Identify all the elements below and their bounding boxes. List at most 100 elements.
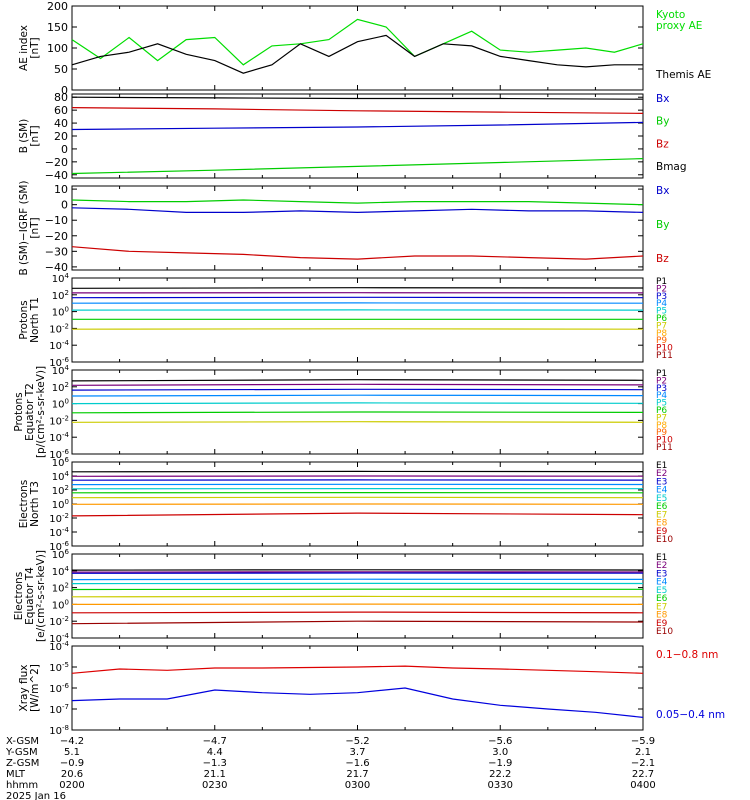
y-tick-label: 10-2 (49, 322, 69, 335)
legend-entry: E1 (656, 553, 667, 563)
legend-entry: P10 (656, 436, 673, 446)
legend-entry: P5 (656, 307, 667, 317)
x-axis-value: −5.2 (345, 736, 369, 747)
x-axis-value: −2.1 (631, 758, 655, 769)
y-tick-label: 10-8 (49, 724, 69, 737)
x-axis-value: −1.9 (488, 758, 512, 769)
x-axis-value: 21.7 (346, 769, 368, 780)
y-tick-label: 106 (52, 548, 70, 561)
panel-frame (71, 93, 644, 179)
x-axis-value: 0230 (202, 780, 227, 791)
y-axis-label: [e/(cm²-s-sr-keV)] (35, 550, 47, 642)
panel-5: 10-6 10-4 10-2 100 102 104 Protons Equator T2 [p… (13, 364, 673, 461)
series-line-Themis-AE (71, 34, 643, 74)
legend-entry: Kyoto (656, 9, 685, 21)
legend-entry: E3 (656, 569, 667, 579)
x-axis-value: −1.3 (203, 758, 227, 769)
y-tick-label: 10-4 (49, 632, 69, 645)
y-axis-label: Electrons (13, 572, 25, 621)
y-tick-label: 50 (54, 63, 68, 76)
legend-entry: E3 (656, 477, 667, 487)
y-tick-label: 150 (47, 21, 68, 34)
y-tick-label: 104 (52, 565, 70, 578)
series-line-By (71, 158, 644, 175)
legend-entry: E2 (656, 469, 667, 479)
x-axis-row-label: MLT (6, 769, 26, 780)
legend-entry: E6 (656, 502, 668, 512)
series-line-P5 (71, 402, 644, 405)
y-axis-label: [nT] (29, 217, 41, 238)
y-tick-label: 10-4 (49, 526, 69, 539)
x-axis-value: 0400 (630, 780, 655, 791)
y-tick-label: 10-6 (49, 356, 69, 369)
series-line-Bmag (71, 96, 644, 100)
series-line-E9 (71, 512, 644, 517)
panel-8: 10-8 10-7 10-6 10-5 10-4 Xray flux [W/m^2] 0.1−… (18, 640, 725, 737)
x-axis-value: 0200 (59, 780, 84, 791)
y-axis-label: [p/(cm²-s-sr-keV)] (35, 366, 47, 458)
series-line-P3 (71, 388, 644, 391)
legend-entry: proxy AE (656, 20, 702, 32)
panel-4: 10-6 10-4 10-2 100 102 104 Protons North T1 P1P2… (18, 272, 673, 369)
legend-entry: Bx (656, 93, 669, 105)
legend-entry: P1 (656, 277, 667, 287)
legend-entry: Bz (656, 253, 669, 265)
y-axis-label: AE index (18, 25, 30, 71)
y-tick-label: 200 (47, 0, 68, 13)
series-line-Bz (71, 107, 644, 114)
x-axis-table: X-GSM −4.2 −4.7 −5.2 −5.6 −5.9 Y-GSM 5.1 4.4 3.7 3… (5, 736, 656, 800)
legend-entry: E8 (656, 611, 668, 621)
y-tick-label: 102 (52, 381, 69, 394)
y-tick-label: 10-7 (49, 703, 69, 716)
panel-3: −40 −30 −20 −10 0 10 B (SM)−IGRF (SM) [nT] Bx By B… (18, 180, 669, 275)
panel-frame (71, 277, 644, 363)
x-axis-row-label: hhmm (6, 780, 38, 791)
y-tick-label: 10-4 (49, 640, 69, 653)
legend-entry: E5 (656, 494, 667, 504)
series-line-P1 (71, 287, 644, 289)
legend-entry: Bx (656, 185, 669, 197)
series-line-Bz (71, 246, 644, 260)
legend-entry: P1 (656, 369, 667, 379)
y-tick-label: 100 (52, 398, 69, 411)
legend-entry: P7 (656, 321, 667, 331)
legend-entry: P7 (656, 413, 667, 423)
y-axis-label: [W/m^2] (29, 664, 41, 712)
y-tick-label: 0 (61, 143, 68, 156)
y-tick-label: 102 (52, 289, 69, 302)
panel-frame (71, 5, 644, 91)
legend-entry: E1 (656, 461, 667, 471)
y-axis-label: B (SM)−IGRF (SM) (18, 180, 30, 275)
series-line-Bx (71, 121, 644, 131)
series-line-By (71, 199, 644, 206)
y-tick-label: 10-4 (49, 431, 69, 444)
legend-entry: P11 (656, 351, 673, 361)
y-tick-label: 10-6 (49, 540, 69, 553)
legend-entry: Themis AE (655, 69, 711, 81)
y-tick-label: 106 (52, 456, 70, 469)
y-axis-label: Protons (13, 392, 25, 431)
y-tick-label: 104 (52, 470, 70, 483)
y-axis-label: Equator T2 (24, 383, 36, 441)
legend-entry: P4 (656, 391, 667, 401)
y-tick-label: 100 (52, 498, 69, 511)
y-tick-label: −40 (45, 261, 68, 274)
y-tick-label: −30 (45, 245, 68, 258)
x-axis-value: 0300 (345, 780, 370, 791)
y-axis-label: [nT] (29, 37, 41, 58)
x-axis-value: 2.1 (635, 747, 651, 758)
y-tick-label: 0 (61, 199, 68, 212)
y-tick-label: 10-2 (49, 512, 69, 525)
y-tick-label: −10 (45, 214, 68, 227)
legend-entry: E9 (656, 619, 668, 629)
legend-entry: E7 (656, 510, 667, 520)
series-line-Bx (71, 207, 644, 214)
x-axis-value: −5.6 (488, 736, 512, 747)
legend-entry: E10 (656, 535, 673, 545)
legend-entry: E2 (656, 561, 667, 571)
legend-entry: P9 (656, 428, 667, 438)
legend-entry: E9 (656, 527, 668, 537)
